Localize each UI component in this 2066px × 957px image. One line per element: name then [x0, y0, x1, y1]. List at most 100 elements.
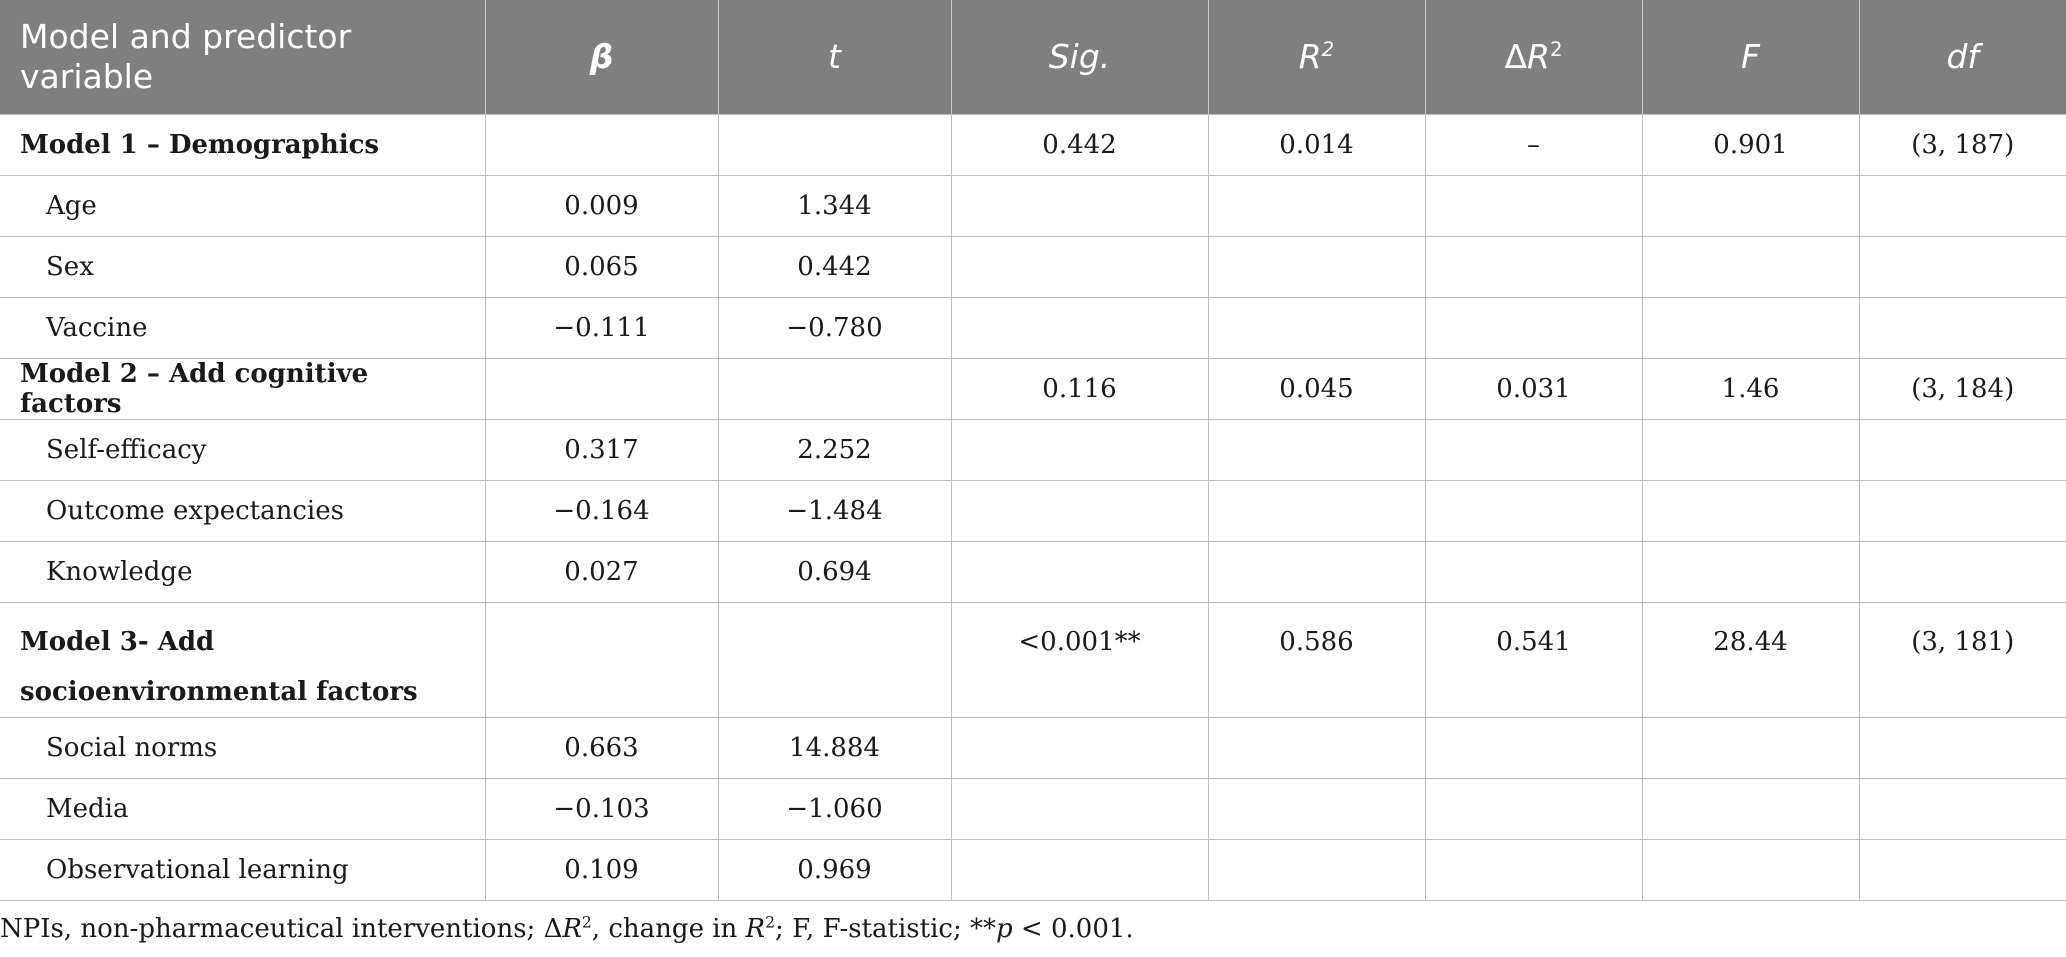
cell-dr2	[1424, 479, 1643, 542]
cell-beta: 0.317	[484, 418, 719, 481]
cell-r2	[1207, 296, 1426, 359]
footnote-r: R	[745, 914, 766, 944]
cell-df	[1858, 540, 2066, 603]
model-row: Model 3- Add socioenvironmental factors <…	[0, 601, 2066, 718]
cell-df	[1858, 716, 2066, 779]
regression-table-container: Model and predictor variable β t Sig. R2…	[0, 0, 2066, 901]
footnote-p: p	[996, 914, 1013, 944]
cell-r2	[1207, 716, 1426, 779]
header-model-predictor: Model and predictor variable	[0, 0, 485, 114]
cell-t	[717, 357, 952, 420]
predictor-label: Vaccine	[0, 296, 486, 359]
cell-r2	[1207, 838, 1426, 901]
cell-f: 0.901	[1641, 113, 1860, 176]
predictor-row: Social norms 0.663 14.884	[0, 716, 2066, 779]
regression-table: Model and predictor variable β t Sig. R2…	[0, 0, 2066, 901]
cell-f: 1.46	[1641, 357, 1860, 420]
predictor-label: Self-efficacy	[0, 418, 486, 481]
cell-t: −1.484	[717, 479, 952, 542]
predictor-row: Self-efficacy 0.317 2.252	[0, 418, 2066, 481]
cell-dr2: 0.031	[1424, 357, 1643, 420]
cell-r2	[1207, 174, 1426, 237]
cell-sig: <0.001**	[950, 601, 1209, 718]
cell-df: (3, 184)	[1858, 357, 2066, 420]
footnote-part: , change in	[591, 914, 746, 944]
cell-beta	[484, 357, 719, 420]
cell-dr2	[1424, 418, 1643, 481]
predictor-row: Knowledge 0.027 0.694	[0, 540, 2066, 603]
predictor-row: Sex 0.065 0.442	[0, 235, 2066, 298]
cell-sig	[950, 235, 1209, 298]
header-df: df	[1858, 0, 2066, 114]
cell-t: 0.694	[717, 540, 952, 603]
cell-f	[1641, 296, 1860, 359]
cell-dr2	[1424, 540, 1643, 603]
cell-f	[1641, 716, 1860, 779]
predictor-label: Social norms	[0, 716, 486, 779]
cell-beta	[484, 113, 719, 176]
cell-dr2	[1424, 777, 1643, 840]
model-row: Model 2 – Add cognitive factors 0.116 0.04…	[0, 357, 2066, 420]
cell-f	[1641, 174, 1860, 237]
cell-df	[1858, 296, 2066, 359]
cell-beta: −0.164	[484, 479, 719, 542]
cell-r2	[1207, 540, 1426, 603]
footnote-sup: 2	[581, 913, 592, 932]
cell-dr2	[1424, 174, 1643, 237]
predictor-label: Age	[0, 174, 486, 237]
predictor-label: Sex	[0, 235, 486, 298]
cell-f	[1641, 838, 1860, 901]
header-f: F	[1641, 0, 1859, 114]
cell-dr2	[1424, 838, 1643, 901]
cell-df	[1858, 479, 2066, 542]
cell-df	[1858, 418, 2066, 481]
header-r2-text: R2	[1298, 36, 1335, 76]
cell-t: −0.780	[717, 296, 952, 359]
cell-sig	[950, 838, 1209, 901]
predictor-label: Observational learning	[0, 838, 486, 901]
cell-beta: 0.027	[484, 540, 719, 603]
cell-dr2	[1424, 716, 1643, 779]
header-r2: R2	[1207, 0, 1425, 114]
header-row: Model and predictor variable β t Sig. R2…	[0, 0, 2066, 114]
cell-t: 14.884	[717, 716, 952, 779]
footnote-sup: 2	[765, 913, 776, 932]
cell-beta	[484, 601, 719, 718]
cell-r2: 0.014	[1207, 113, 1426, 176]
predictor-row: Age 0.009 1.344	[0, 174, 2066, 237]
cell-sig: 0.442	[950, 113, 1209, 176]
cell-t: 1.344	[717, 174, 952, 237]
table-footnote: NPIs, non-pharmaceutical interventions; …	[0, 914, 1134, 944]
model-label: Model 3- Add socioenvironmental factors	[0, 601, 486, 718]
cell-f	[1641, 235, 1860, 298]
cell-f	[1641, 479, 1860, 542]
predictor-row: Outcome expectancies −0.164 −1.484	[0, 479, 2066, 542]
footnote-r: R	[562, 914, 582, 944]
cell-t: −1.060	[717, 777, 952, 840]
predictor-label: Outcome expectancies	[0, 479, 486, 542]
header-delta-r2: ΔR2	[1424, 0, 1642, 114]
cell-beta: 0.009	[484, 174, 719, 237]
cell-r2: 0.045	[1207, 357, 1426, 420]
cell-t	[717, 113, 952, 176]
cell-beta: 0.663	[484, 716, 719, 779]
header-delta-r2-text: ΔR2	[1504, 36, 1563, 76]
cell-df	[1858, 777, 2066, 840]
footnote-part: ; F, F-statistic; **	[775, 914, 996, 944]
cell-sig: 0.116	[950, 357, 1209, 420]
header-t: t	[717, 0, 951, 114]
predictor-row: Vaccine −0.111 −0.780	[0, 296, 2066, 359]
cell-beta: −0.111	[484, 296, 719, 359]
cell-r2	[1207, 418, 1426, 481]
cell-beta: 0.065	[484, 235, 719, 298]
cell-df: (3, 181)	[1858, 601, 2066, 718]
predictor-label: Media	[0, 777, 486, 840]
cell-df: (3, 187)	[1858, 113, 2066, 176]
cell-dr2: 0.541	[1424, 601, 1643, 718]
cell-f	[1641, 540, 1860, 603]
header-beta: β	[484, 0, 718, 114]
cell-t: 0.969	[717, 838, 952, 901]
cell-t: 2.252	[717, 418, 952, 481]
model-label: Model 1 – Demographics	[0, 113, 486, 176]
table-body: Model 1 – Demographics 0.442 0.014–0.901 (3…	[0, 113, 2066, 901]
